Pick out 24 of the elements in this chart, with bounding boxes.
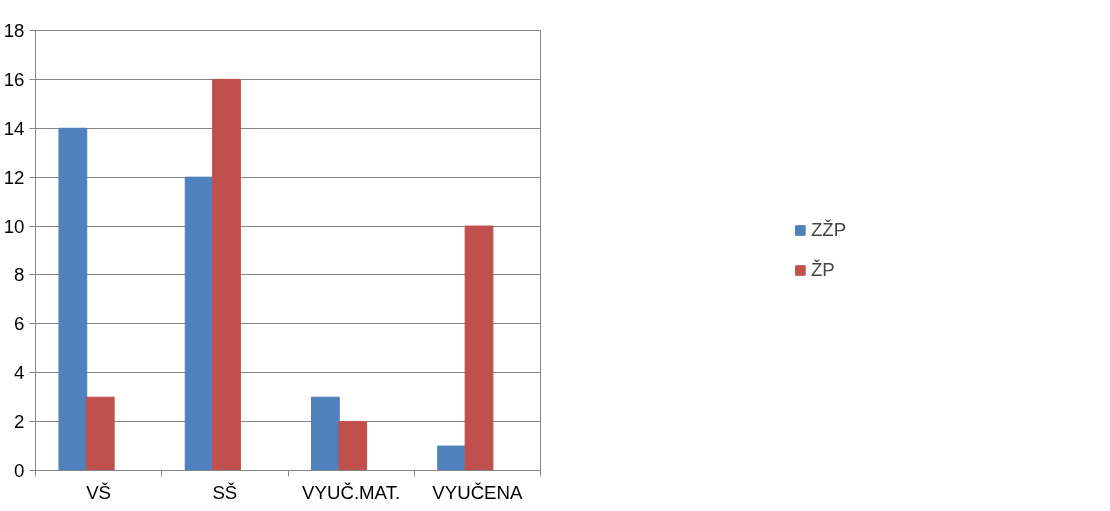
x-tick-label: SŠ [212, 481, 238, 503]
x-tick-label: VŠ [86, 481, 112, 503]
y-tick-label: 12 [3, 166, 25, 188]
y-tick-label: 18 [3, 20, 25, 41]
bar [85, 396, 115, 471]
y-tick-label: 0 [14, 460, 25, 481]
x-tick-label: VYUČENA [432, 481, 524, 503]
y-tick-label: 14 [3, 117, 25, 139]
y-tick-label: 16 [3, 68, 25, 90]
bar [464, 225, 494, 471]
legend-label: ŽP [810, 259, 835, 281]
bar [310, 396, 340, 471]
y-tick-label: 4 [14, 362, 25, 384]
legend-label: ZŽP [810, 219, 847, 241]
bar [338, 421, 368, 471]
bar [58, 127, 88, 471]
x-tick-label: VYUČ.MAT. [302, 481, 401, 503]
bar [437, 445, 467, 471]
y-tick-label: 10 [3, 215, 25, 237]
y-tick-label: 8 [14, 264, 25, 286]
bar [212, 78, 241, 471]
y-tick-label: 6 [14, 313, 25, 335]
y-tick-label: 2 [14, 411, 25, 433]
bar [184, 176, 214, 471]
